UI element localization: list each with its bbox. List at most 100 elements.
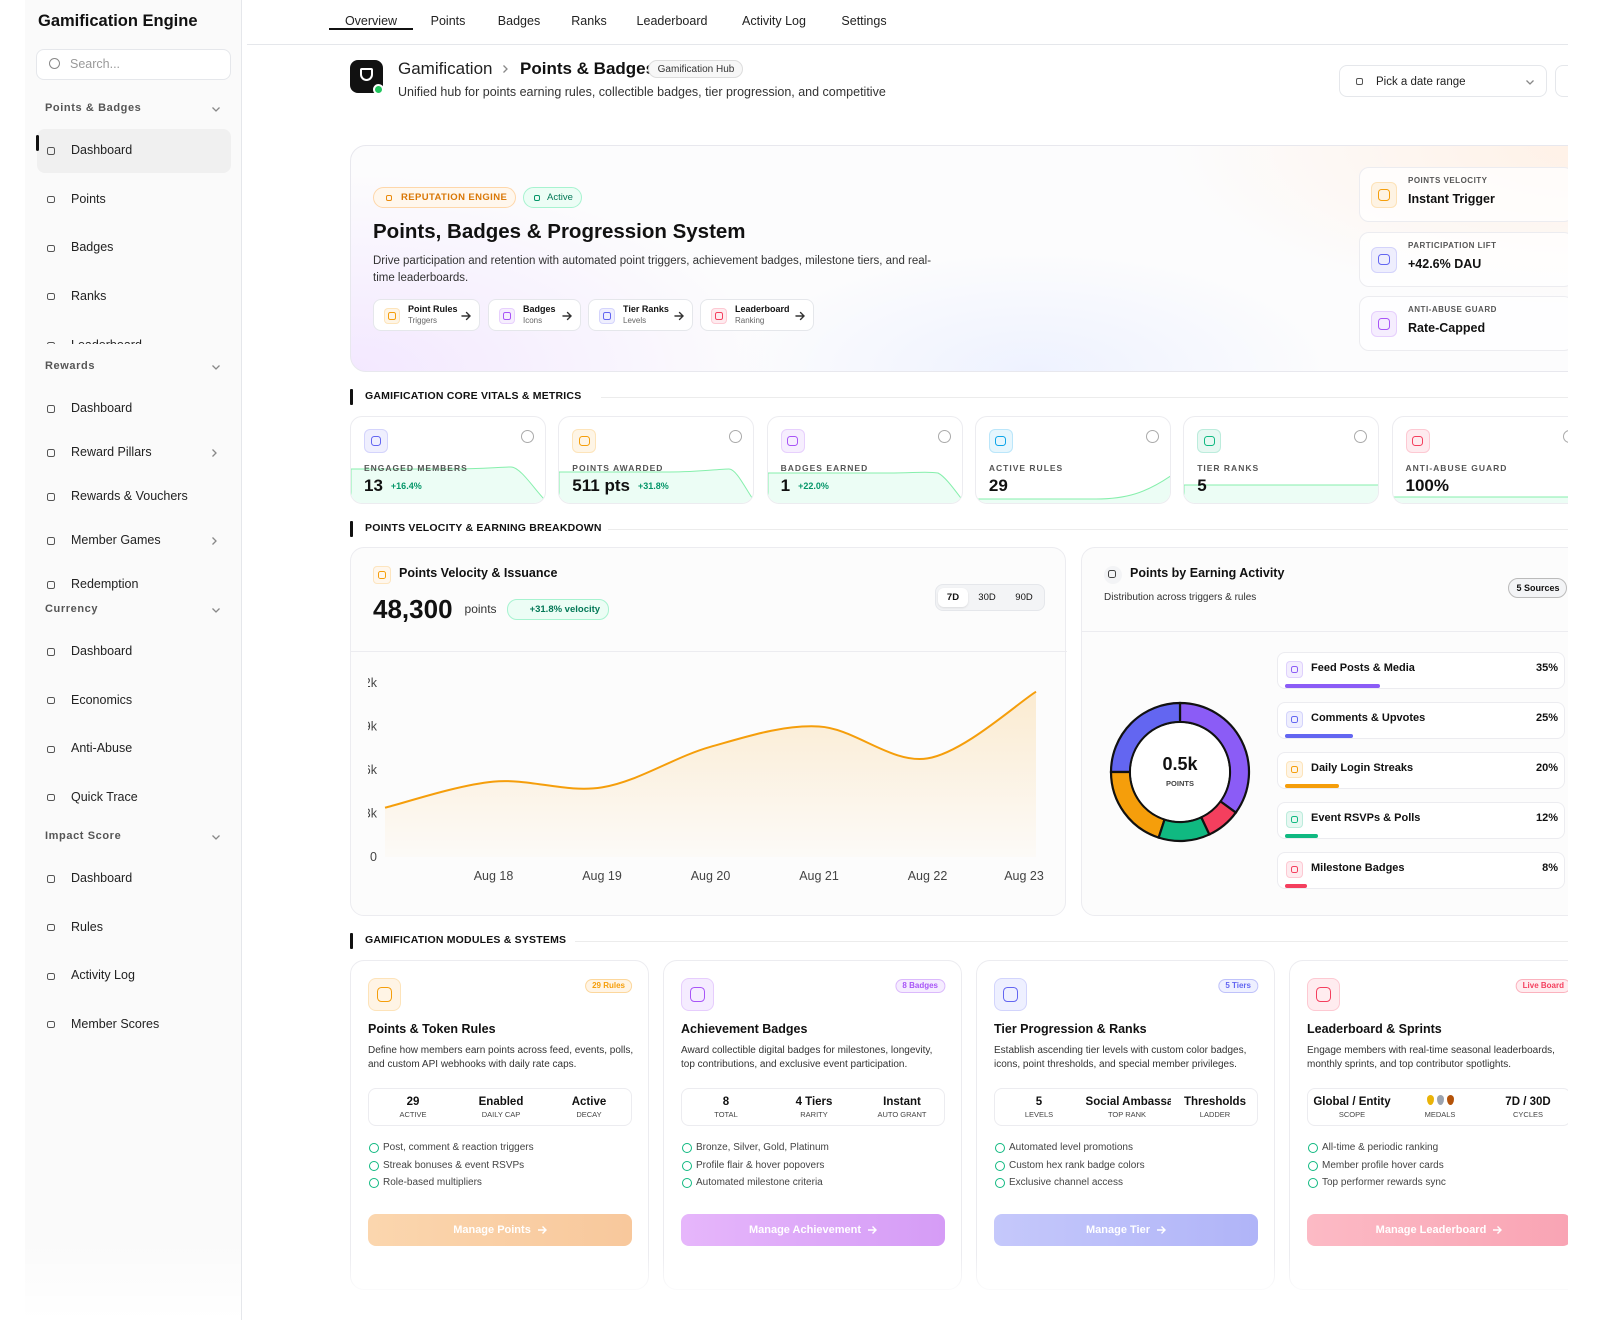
- icon-glyph: [533, 194, 541, 202]
- sidebar-item[interactable]: Reward Pillars: [37, 431, 231, 475]
- hero-chip[interactable]: Badges Icons: [488, 299, 581, 331]
- legend-bar: [1285, 834, 1318, 838]
- hero-chip[interactable]: Tier Ranks Levels: [588, 299, 693, 331]
- breadcrumb: Gamification: [398, 59, 493, 79]
- module-card: Live Board Leaderboard & Sprints Engage me…: [1289, 960, 1568, 1290]
- chevron-path: [212, 107, 220, 112]
- tab[interactable]: Ranks: [571, 14, 607, 29]
- sidebar-item[interactable]: Rules: [37, 906, 231, 950]
- sidebar-item[interactable]: Quick Trace: [37, 776, 231, 820]
- icon: [43, 489, 59, 505]
- hero-chip[interactable]: Leaderboard Ranking: [700, 299, 814, 331]
- sidebar-item[interactable]: Leaderboard: [37, 323, 231, 344]
- sidebar-item[interactable]: Member Scores: [37, 1003, 231, 1047]
- module-card: 29 Rules Points & Token Rules Define how m…: [350, 960, 649, 1290]
- icon-glyph: [47, 696, 55, 705]
- module-action[interactable]: Manage Points: [368, 1214, 632, 1246]
- icon: [43, 445, 59, 461]
- range-option[interactable]: 7D: [946, 592, 960, 604]
- sparkline: [351, 466, 545, 503]
- vital-label: BADGES EARNED: [780, 462, 869, 473]
- sidebar-item[interactable]: Member Games: [37, 519, 231, 563]
- tab[interactable]: Settings: [841, 14, 887, 29]
- refresh-button[interactable]: [1555, 65, 1568, 97]
- legend-value: 35%: [1535, 662, 1558, 675]
- tab[interactable]: Points: [430, 14, 466, 29]
- module-action[interactable]: Manage Achievement: [681, 1214, 945, 1246]
- check-icon: [682, 1178, 692, 1189]
- check-icon: [369, 1178, 379, 1189]
- section-marker: [350, 389, 353, 405]
- icon: [988, 429, 1013, 453]
- sidebar-item[interactable]: Redemption: [37, 563, 231, 593]
- sidebar-item[interactable]: Badges: [37, 226, 231, 270]
- vital-value: 29: [988, 476, 1008, 495]
- module-description: Award collectible digital badges for mil…: [681, 1044, 933, 1071]
- module-action[interactable]: Manage Tier: [994, 1214, 1258, 1246]
- sidebar-item[interactable]: Points: [37, 178, 231, 222]
- module-stat-value: 4 Tiers: [795, 1095, 833, 1108]
- search-box[interactable]: Search...: [36, 49, 231, 80]
- vital-value: 5: [1197, 476, 1207, 495]
- icon: [994, 978, 1027, 1011]
- legend-bar: [1285, 734, 1353, 738]
- date-picker[interactable]: Pick a date range: [1339, 65, 1547, 97]
- sidebar-item[interactable]: Ranks: [37, 275, 231, 319]
- x-tick-label: Aug 20: [691, 869, 731, 883]
- sidebar-item[interactable]: Dashboard: [37, 857, 231, 901]
- module-stat: Active DECAY: [545, 1089, 633, 1125]
- legend-row: Comments & Upvotes 25%: [1277, 702, 1565, 739]
- sidebar-item[interactable]: Activity Log: [37, 954, 231, 998]
- sidebar-item[interactable]: Economics: [37, 679, 231, 723]
- legend-row: Event RSVPs & Polls 12%: [1277, 802, 1565, 839]
- chevron-path: [212, 449, 217, 457]
- vital-label: ANTI-ABUSE GUARD: [1405, 462, 1508, 473]
- module-stat-label: DAILY CAP: [481, 1110, 521, 1120]
- icon-glyph: [385, 194, 393, 202]
- x-tick-label: Aug 18: [474, 869, 514, 883]
- section-title: GAMIFICATION MODULES & SYSTEMS: [365, 934, 567, 947]
- tab[interactable]: Leaderboard: [636, 14, 708, 29]
- module-action[interactable]: Manage Leaderboard: [1307, 1214, 1568, 1246]
- vital-label: TIER RANKS: [1197, 462, 1260, 473]
- tab[interactable]: Activity Log: [742, 14, 806, 29]
- vital-card: ENGAGED MEMBERS 13 +16.4%: [350, 416, 546, 504]
- sparkline-area: [559, 468, 754, 503]
- breakdown-divider: [1082, 631, 1568, 632]
- module-stat: 29 ACTIVE: [369, 1089, 457, 1125]
- icon: [1286, 811, 1303, 828]
- sidebar-item[interactable]: Dashboard: [37, 630, 231, 674]
- icon: [43, 192, 59, 208]
- icon: [1197, 429, 1222, 453]
- tab[interactable]: Badges: [497, 14, 541, 29]
- range-option[interactable]: 90D: [1015, 592, 1033, 604]
- icon: [43, 968, 59, 984]
- medal-icon: [1427, 1095, 1434, 1105]
- sidebar-item[interactable]: Dashboard: [37, 387, 231, 431]
- module-card: 5 Tiers Tier Progression & Ranks Establish…: [976, 960, 1275, 1290]
- vital-delta: +16.4%: [390, 481, 422, 491]
- x-tick-label: Aug 23: [1004, 869, 1044, 883]
- module-feature: Streak bonuses & event RSVPs: [383, 1159, 525, 1171]
- module-stat: 8 TOTAL: [682, 1089, 770, 1125]
- icon: [1286, 761, 1303, 778]
- arrow-icon: [868, 1226, 878, 1234]
- sources-pill: 5 Sources: [1508, 578, 1567, 598]
- sidebar-item[interactable]: Dashboard: [36, 129, 231, 173]
- check-icon: [682, 1160, 692, 1171]
- module-stat-label: AUTO GRANT: [877, 1110, 927, 1120]
- icon-glyph: [47, 449, 55, 457]
- tab[interactable]: Overview: [344, 14, 398, 29]
- range-option[interactable]: 30D: [978, 592, 996, 604]
- chevron-path: [1526, 80, 1534, 85]
- sidebar-item-label: Dashboard: [71, 401, 133, 416]
- page-subtitle: Unified hub for points earning rules, co…: [398, 85, 886, 100]
- sidebar-item[interactable]: Rewards & Vouchers: [37, 475, 231, 519]
- sidebar-item[interactable]: Anti-Abuse: [37, 727, 231, 771]
- icon-glyph: [1203, 435, 1215, 447]
- breadcrumb-current: Points & Badges: [520, 59, 656, 79]
- hero-title: Points, Badges & Progression System: [373, 220, 746, 244]
- icon: [364, 429, 388, 453]
- hero-chip[interactable]: Point Rules Triggers: [373, 299, 480, 331]
- sparkline-area: [351, 466, 545, 503]
